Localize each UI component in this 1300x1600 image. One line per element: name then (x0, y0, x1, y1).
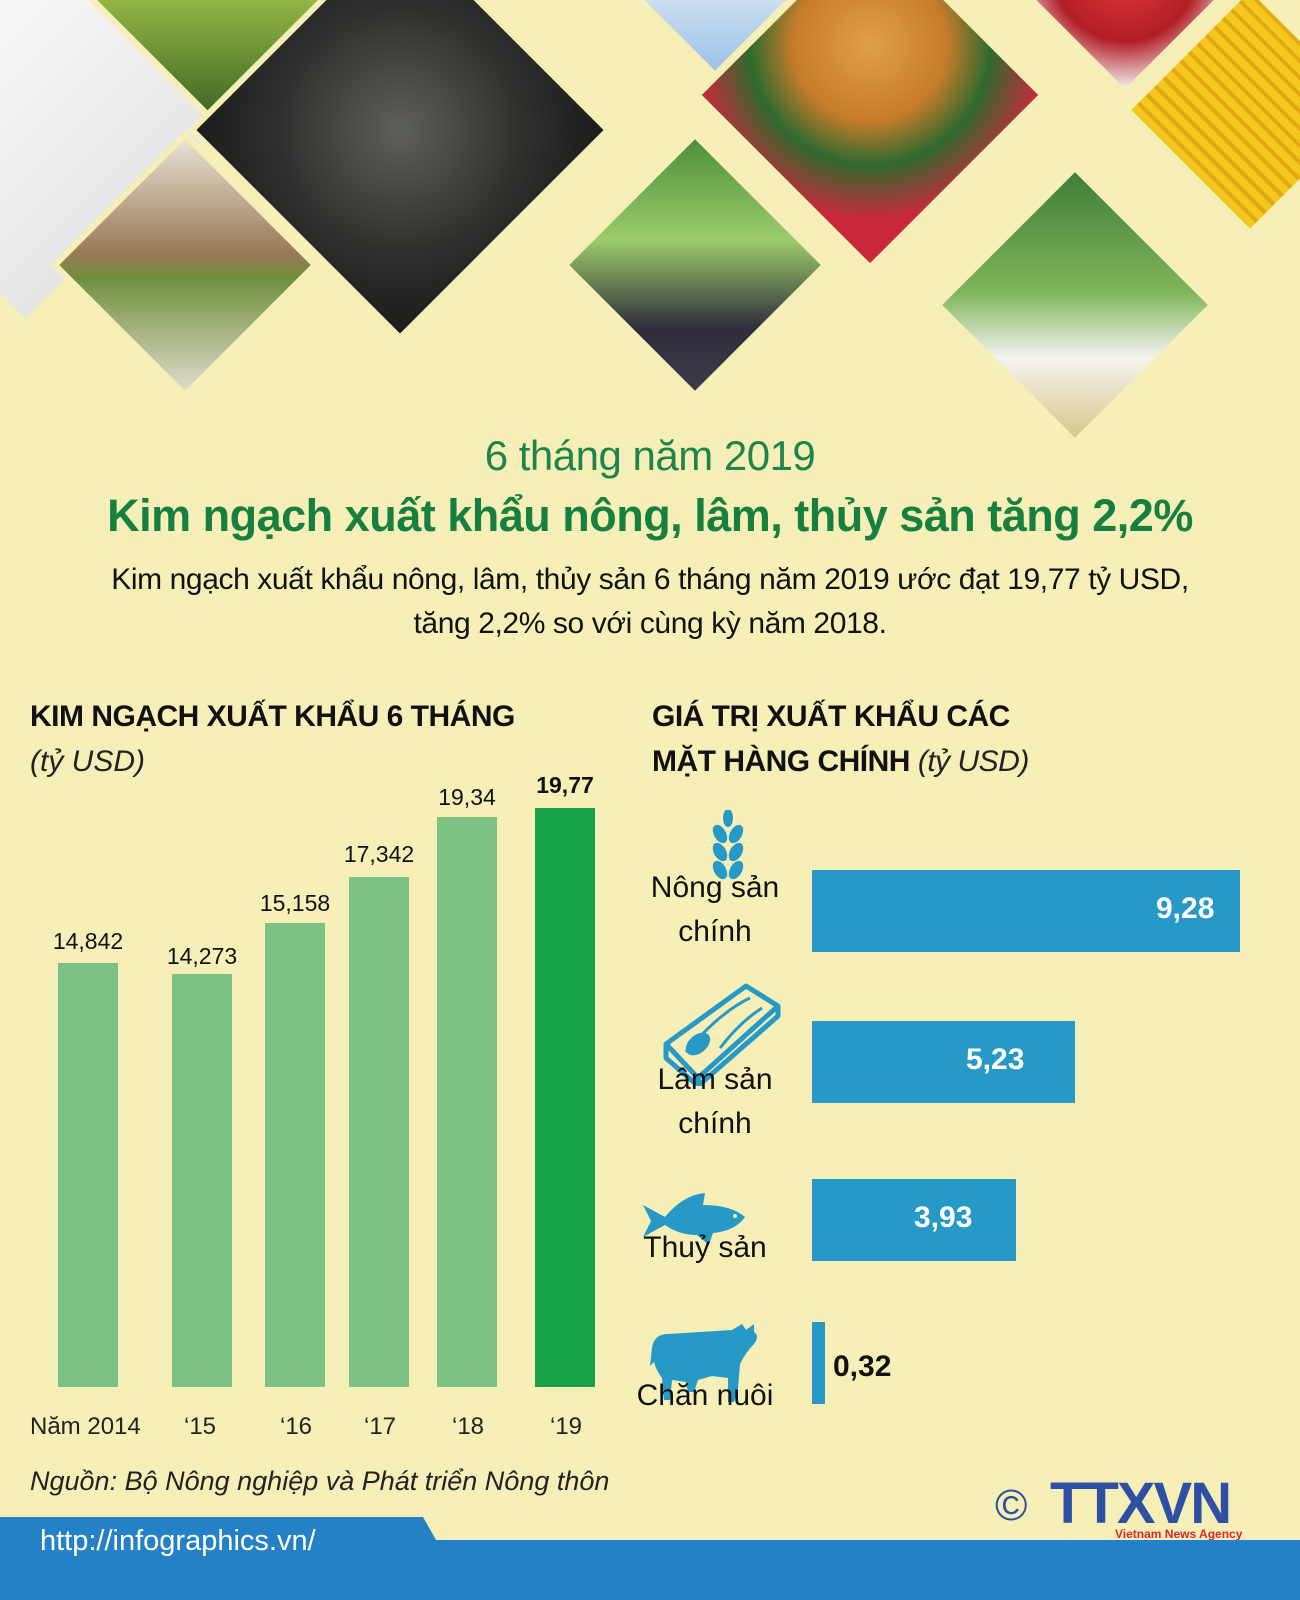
bar-value-2015: 14,273 (166, 943, 238, 969)
category-label-line-2: chính (678, 915, 752, 948)
bar-value-2016: 15,158 (259, 890, 331, 916)
bar-value-2018: 19,34 (438, 784, 496, 810)
bar-2017 (349, 877, 409, 1387)
hbar-value-chan-nuoi: 0,32 (833, 1350, 892, 1383)
right-chart-title-line-1: GIÁ TRỊ XUẤT KHẨU CÁC (652, 700, 1010, 733)
category-label-lam-san: Lâm sản chính (625, 1058, 805, 1146)
bar-value-2014: 14,842 (52, 928, 124, 954)
bar-2018 (437, 817, 497, 1387)
bar-value-2017: 17,342 (343, 841, 415, 867)
category-label-nong-san: Nông sản chính (625, 866, 805, 954)
hbar-value-lam-san: 5,23 (966, 1043, 1025, 1076)
intro-text-line-1: Kim ngạch xuất khẩu nông, lâm, thủy sản … (111, 563, 1189, 596)
right-chart-unit: (tỷ USD) (917, 745, 1030, 778)
logo-tagline: Vietnam News Agency (1115, 1527, 1243, 1541)
ttxvn-logo: © TTXVN Vietnam News Agency (995, 1475, 1255, 1545)
bar-2015 (172, 974, 232, 1387)
category-label-thuy-san: Thuỷ sản (643, 1231, 767, 1264)
x-label-2018: ‘18 (452, 1413, 485, 1440)
page-title: Kim ngạch xuất khẩu nông, lâm, thủy sản … (107, 490, 1193, 541)
right-chart-title-text: MẶT HÀNG CHÍNH (652, 745, 910, 778)
hbar-nong-san (812, 870, 1240, 952)
right-chart-title-line-2: MẶT HÀNG CHÍNH (tỷ USD) (652, 745, 1029, 779)
bar-value-2019: 19,77 (536, 772, 594, 798)
bar-2019 (535, 808, 595, 1387)
logo-wordmark: TTXVN (1050, 1471, 1232, 1536)
cotton-photo-tile (933, 163, 1217, 447)
copyright-symbol: © (995, 1481, 1028, 1530)
x-label-2015: ‘15 (184, 1413, 217, 1440)
bar-2016 (265, 923, 325, 1387)
left-chart-title: KIM NGẠCH XUẤT KHẨU 6 THÁNG (30, 700, 515, 733)
hbar-lam-san (812, 1021, 1075, 1103)
x-label-2014: Năm 2014 (30, 1413, 141, 1440)
category-label-line-2: chính (678, 1107, 752, 1140)
category-label-line-1: Nông sản (650, 871, 780, 904)
category-label-chan-nuoi: Chăn nuôi (636, 1379, 774, 1412)
source-note: Nguồn: Bộ Nông nghiệp và Phát triển Nông… (30, 1466, 610, 1496)
footer-url-tab (0, 1517, 470, 1600)
x-label-2017: ‘17 (364, 1413, 397, 1440)
x-label-2016: ‘16 (280, 1413, 313, 1440)
x-label-2019: ‘19 (550, 1413, 583, 1440)
intro-text-line-2: tăng 2,2% so với cùng kỳ năm 2018. (413, 607, 887, 640)
wheat-icon (712, 810, 744, 880)
cow-icon (650, 1324, 757, 1402)
left-chart-unit: (tỷ USD) (30, 745, 145, 778)
fish-icon (643, 1193, 745, 1245)
hbar-value-nong-san: 9,28 (1156, 892, 1215, 925)
hbar-chan-nuoi (812, 1322, 825, 1404)
photo-mosaic-banner (0, 0, 1300, 480)
hbar-thuy-san (812, 1179, 1016, 1261)
bar-2014 (58, 963, 118, 1387)
wood-log-icon (663, 983, 781, 1086)
hbar-value-thuy-san: 3,93 (914, 1201, 973, 1234)
infographics-link[interactable]: http://infographics.vn/ (40, 1525, 316, 1557)
period-subtitle: 6 tháng năm 2019 (484, 432, 816, 479)
category-label-line-1: Lâm sản (657, 1063, 773, 1096)
